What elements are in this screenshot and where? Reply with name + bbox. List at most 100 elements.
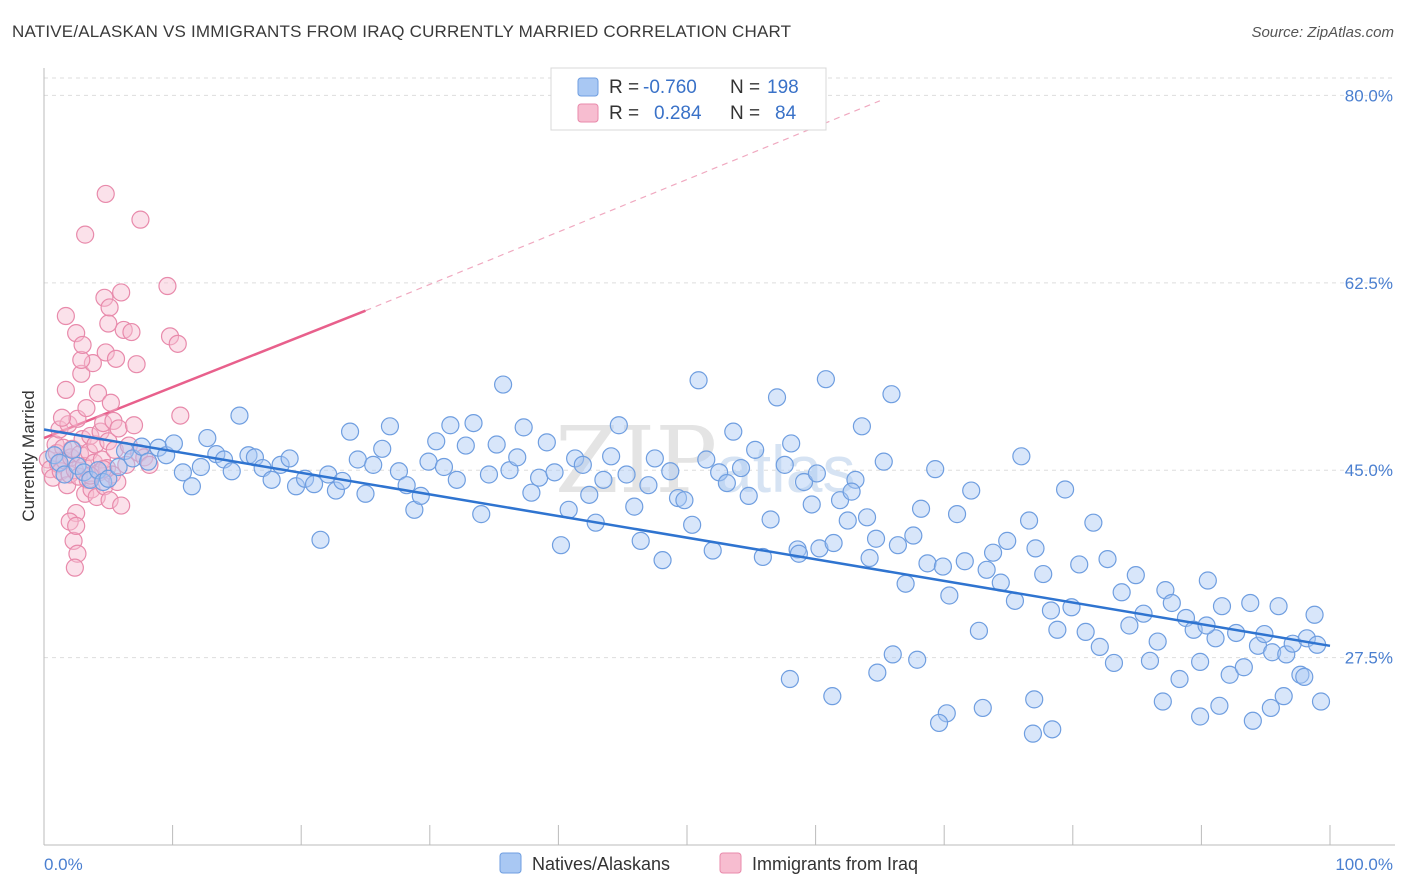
y-axis-label: Currently Married xyxy=(19,390,38,521)
data-point-natives xyxy=(904,526,923,545)
x-tick-label: 0.0% xyxy=(44,855,83,874)
data-point-natives xyxy=(230,406,249,425)
bottom-legend-label-iraq: Immigrants from Iraq xyxy=(752,854,918,874)
data-point-iraq xyxy=(67,324,86,343)
data-point-natives xyxy=(683,515,702,534)
data-point-iraq xyxy=(168,334,187,353)
data-point-natives xyxy=(1305,605,1324,624)
data-point-natives xyxy=(888,536,908,555)
y-tick-label: 27.5% xyxy=(1345,649,1393,668)
data-point-natives xyxy=(472,505,491,524)
data-point-natives xyxy=(955,552,974,571)
data-point-iraq xyxy=(67,516,86,535)
y-tick-label: 45.0% xyxy=(1345,461,1393,480)
data-point-natives xyxy=(1025,690,1044,709)
x-tick-label: 100.0% xyxy=(1335,855,1393,874)
data-point-natives xyxy=(940,586,959,605)
data-point-natives xyxy=(545,463,564,482)
data-point-natives xyxy=(918,554,937,573)
data-point-natives xyxy=(198,428,217,448)
top-legend: R = -0.760 N = 198 R = 0.284 N = 84 xyxy=(550,67,827,131)
legend-r-label-natives: R = xyxy=(609,77,639,98)
legend-n-label-iraq: N = xyxy=(730,103,760,124)
legend-swatch-natives xyxy=(577,77,599,97)
data-point-natives xyxy=(63,440,82,459)
axes xyxy=(43,68,1395,846)
tick-labels: 27.5% 45.0% 62.5% 80.0% 0.0% 100.0% xyxy=(44,86,1393,874)
data-point-iraq xyxy=(99,314,118,333)
data-point-natives xyxy=(1198,571,1217,590)
data-point-natives xyxy=(447,470,466,489)
data-point-natives xyxy=(969,621,989,640)
watermark-atlas: atlas xyxy=(716,432,855,506)
data-point-iraq xyxy=(100,298,119,317)
data-point-natives xyxy=(94,472,113,492)
y-tick-label: 62.5% xyxy=(1345,274,1393,293)
data-point-natives xyxy=(1019,511,1039,530)
legend-n-label-natives: N = xyxy=(730,77,760,98)
data-point-natives xyxy=(411,486,430,506)
data-point-natives xyxy=(1012,447,1031,466)
data-point-natives xyxy=(842,482,861,501)
data-point-natives xyxy=(802,495,821,514)
chart-title: NATIVE/ALASKAN VS IMMIGRANTS FROM IRAQ C… xyxy=(12,22,792,41)
data-point-iraq xyxy=(158,276,177,296)
data-point-natives xyxy=(962,481,981,500)
watermark-zip: ZIP xyxy=(555,407,717,514)
data-point-natives xyxy=(761,510,780,529)
data-point-iraq xyxy=(112,283,131,302)
data-point-natives xyxy=(947,505,967,524)
data-point-natives xyxy=(1162,593,1181,613)
data-point-natives xyxy=(508,448,527,467)
data-point-natives xyxy=(782,434,801,453)
data-point-natives xyxy=(1090,637,1109,656)
data-point-natives xyxy=(983,543,1003,562)
data-point-natives xyxy=(522,483,541,502)
data-point-natives xyxy=(816,370,835,389)
data-point-natives xyxy=(456,436,475,455)
data-point-natives xyxy=(639,476,658,495)
legend-n-value-iraq: 84 xyxy=(775,103,797,124)
data-point-natives xyxy=(1098,549,1117,569)
data-point-natives xyxy=(807,464,826,483)
data-point-natives xyxy=(594,470,613,489)
data-point-natives xyxy=(364,455,383,474)
data-point-natives xyxy=(1243,711,1262,730)
data-point-natives xyxy=(1212,597,1232,616)
data-point-natives xyxy=(661,462,680,481)
data-point-iraq xyxy=(109,419,128,438)
series-natives-points xyxy=(43,370,1331,743)
data-point-natives xyxy=(810,539,829,558)
data-point-natives xyxy=(846,470,865,489)
data-point-iraq xyxy=(92,450,111,469)
data-point-natives xyxy=(838,511,857,530)
trend-line-iraq-extension xyxy=(365,100,881,312)
data-point-natives xyxy=(326,481,346,500)
data-point-natives xyxy=(173,463,192,482)
data-point-natives xyxy=(602,447,621,466)
data-point-iraq xyxy=(100,491,119,510)
data-point-natives xyxy=(1277,645,1296,664)
data-point-natives xyxy=(1311,692,1331,711)
data-point-natives xyxy=(1191,652,1210,671)
data-point-natives xyxy=(262,470,281,489)
data-point-natives xyxy=(1191,707,1210,726)
data-point-iraq xyxy=(88,384,108,403)
data-point-natives xyxy=(1170,669,1189,689)
data-point-iraq xyxy=(101,393,120,412)
data-point-natives xyxy=(908,650,927,669)
data-point-iraq xyxy=(122,322,141,342)
data-point-natives xyxy=(55,465,74,484)
data-point-natives xyxy=(1120,616,1139,635)
data-point-natives xyxy=(794,472,814,492)
data-point-natives xyxy=(340,422,360,441)
data-point-iraq xyxy=(77,399,96,418)
data-point-natives xyxy=(933,557,953,576)
data-point-natives xyxy=(724,422,743,441)
data-point-natives xyxy=(311,530,330,549)
data-point-natives xyxy=(427,432,446,451)
data-point-natives xyxy=(1084,513,1103,532)
data-point-natives xyxy=(645,449,664,468)
data-point-iraq xyxy=(95,288,114,307)
